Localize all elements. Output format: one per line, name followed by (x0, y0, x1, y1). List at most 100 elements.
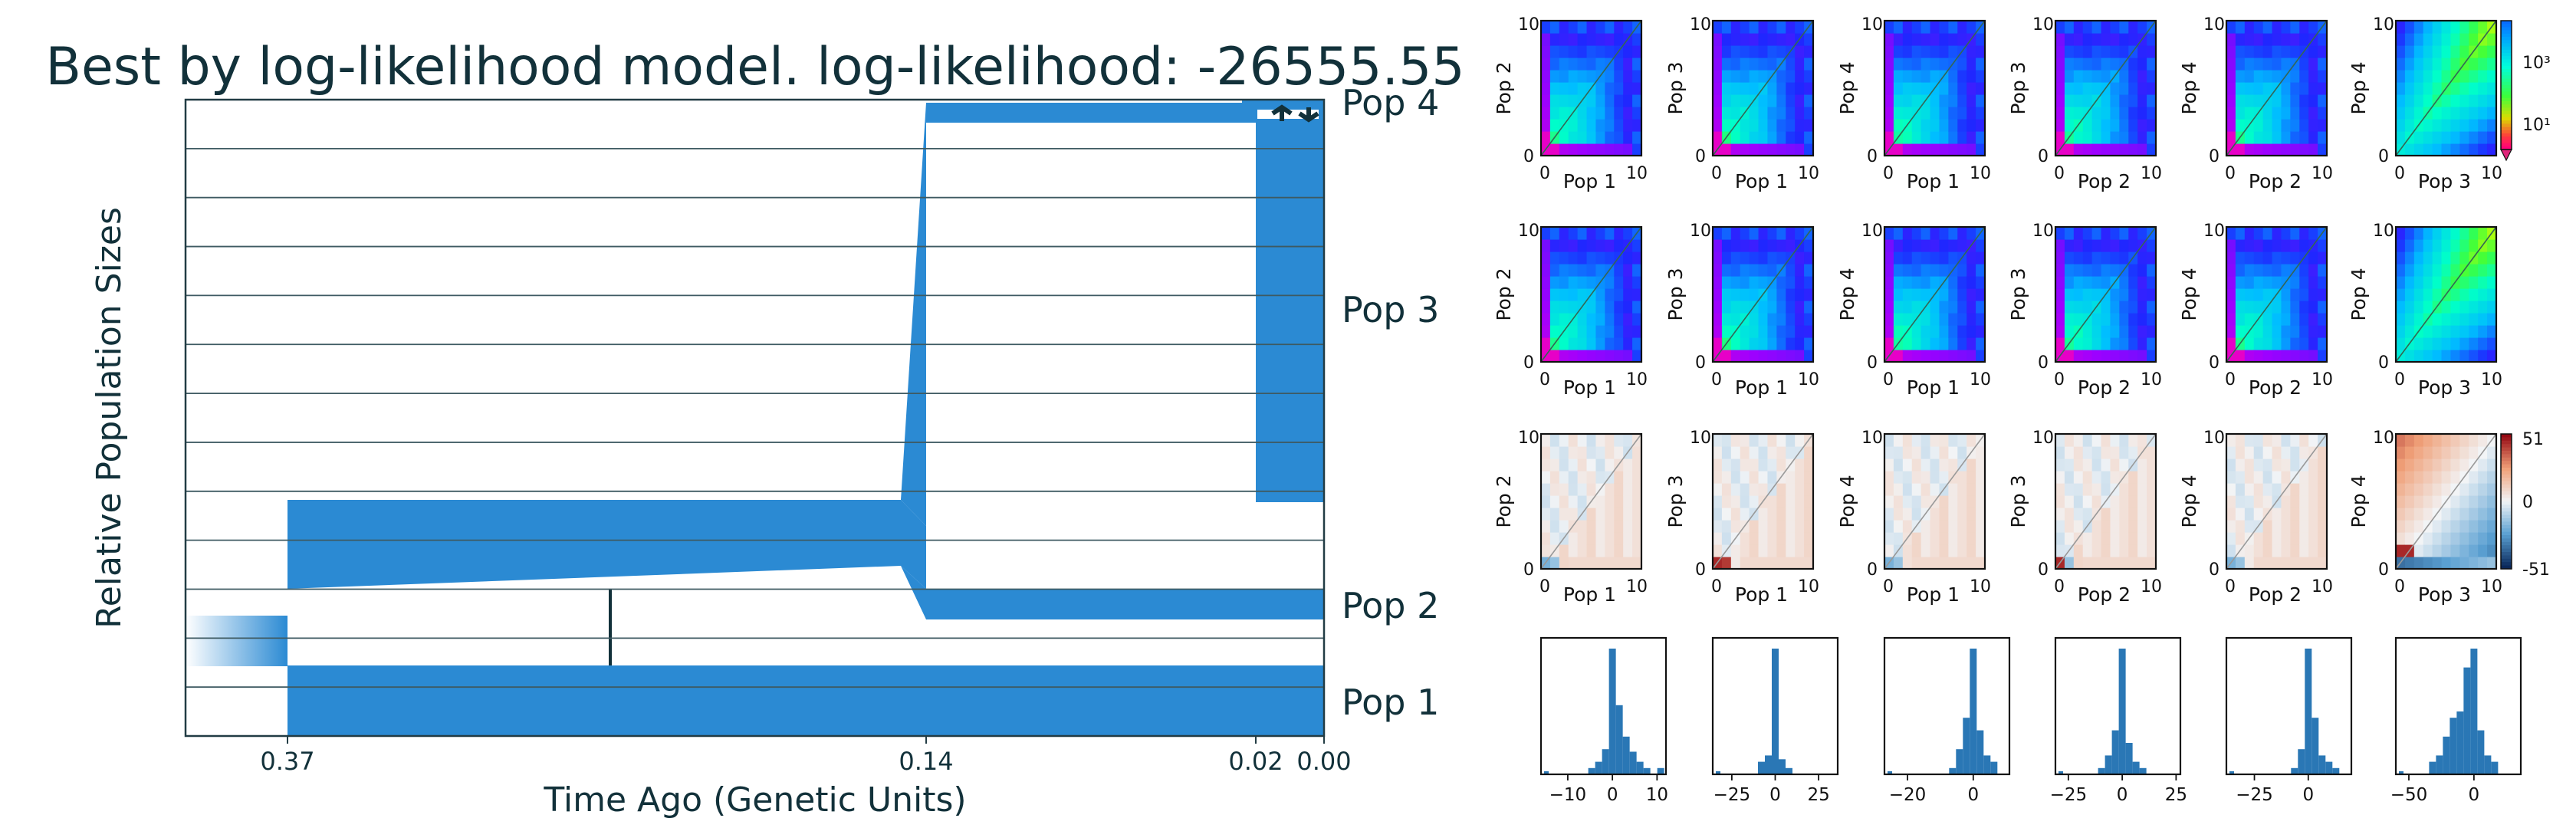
heatmap-cell (1730, 471, 1741, 484)
heatmap-cell (1795, 350, 1805, 363)
heatmap-cell (2244, 471, 2255, 484)
heatmap-cell (1605, 446, 1615, 459)
histogram-bar (1643, 767, 1651, 774)
heatmap-cell (1549, 520, 1560, 533)
heatmap-cell (2299, 495, 2309, 508)
histogram-bar (2132, 761, 2140, 774)
heatmap-cell (2432, 471, 2443, 484)
heatmap-cell (2318, 337, 2328, 350)
colorbar-cell (2501, 514, 2512, 519)
heatmap-cell (2137, 544, 2147, 557)
panel-frame (1539, 432, 1643, 570)
y-tick-label: 10 (1690, 222, 1711, 241)
heatmap-cell (1721, 446, 1732, 459)
heatmap-cell (2281, 119, 2291, 132)
heatmap-cell (1740, 58, 1750, 71)
panel-xlabel: Pop 1 (1907, 583, 1960, 606)
heatmap-cell (2308, 131, 2318, 144)
heatmap-cell (2147, 94, 2157, 107)
heatmap-cell (2082, 276, 2093, 289)
heatmap-cell (1577, 33, 1588, 46)
heatmap-cell (1577, 45, 1588, 58)
heatmap-cell (1614, 143, 1624, 156)
heatmap-cell (1939, 239, 1949, 252)
heatmap-cell (2413, 251, 2424, 264)
heatmap-cell (1605, 532, 1615, 545)
heatmap-cell (2119, 33, 2129, 46)
heatmap-cell (1549, 495, 1560, 508)
y-tick-label: 10 (2032, 222, 2054, 241)
heatmap-cell (2478, 58, 2488, 71)
heatmap-cell (1740, 434, 1750, 447)
heatmap-cell (1767, 337, 1777, 350)
heatmap-cell (2318, 239, 2328, 252)
heatmap-cell (1795, 251, 1805, 264)
heatmap-cell (2450, 94, 2460, 107)
histogram-bar (2484, 755, 2492, 774)
heatmap-cell (2055, 82, 2065, 95)
heatmap-cell (2404, 251, 2415, 264)
heatmap-cell (1605, 239, 1615, 252)
heatmap-cell (1930, 107, 1940, 120)
heatmap-cell (1893, 21, 1904, 34)
heatmap-cell (2064, 94, 2075, 107)
heatmap-cell (2137, 434, 2147, 447)
heatmap-cell (2128, 313, 2138, 326)
heatmap-cell (1595, 544, 1605, 557)
heatmap-cell (2396, 313, 2406, 326)
heatmap-cell (2441, 446, 2452, 459)
heatmap-cell (1740, 471, 1750, 484)
heatmap-cell (1786, 508, 1796, 521)
heatmap-cell (1957, 239, 1967, 252)
heatmap-cell (2487, 483, 2497, 496)
heatmap-cell (1541, 508, 1551, 521)
heatmap-cell (2226, 520, 2236, 533)
heatmap-cell (2244, 239, 2255, 252)
heatmap-cell (1568, 557, 1579, 570)
colorbar-tick-label: 10³ (2522, 54, 2551, 73)
heatmap-cell (2432, 544, 2443, 557)
heatmap-cell (1758, 276, 1769, 289)
heatmap-cell (1976, 33, 1986, 46)
heatmap-cell (2091, 33, 2102, 46)
heatmap-cell (2423, 33, 2433, 46)
y-tick-label: 10 (1690, 15, 1711, 34)
heatmap-cell (1767, 313, 1777, 326)
x-tick-label: 10 (2481, 577, 2502, 596)
y-tick-label: 10 (2373, 15, 2394, 34)
heatmap-cell (1541, 483, 1551, 496)
heatmap-cell (2441, 337, 2452, 350)
heatmap-cell (1721, 239, 1732, 252)
heatmap-cell (1721, 251, 1732, 264)
heatmap-cell (1549, 251, 1560, 264)
heatmap-cell (2226, 131, 2236, 144)
heatmap-cell (2272, 544, 2282, 557)
heatmap-cell (1632, 495, 1642, 508)
heatmap-cell (2244, 313, 2255, 326)
heatmap-cell (2119, 495, 2129, 508)
heatmap-cell (2253, 227, 2264, 240)
heatmap-cell (1632, 483, 1642, 496)
heatmap-cell (1804, 495, 1814, 508)
heatmap-cell (1730, 276, 1741, 289)
heatmap-cell (1595, 264, 1605, 277)
heatmap-cell (1976, 58, 1986, 71)
heatmap-cell (1632, 131, 1642, 144)
heatmap-cell (2073, 33, 2084, 46)
heatmap-cell (2073, 21, 2084, 34)
heatmap-cell (2055, 239, 2065, 252)
heatmap-cell (1767, 301, 1777, 314)
heatmap-cell (1559, 446, 1569, 459)
heatmap-cell (1577, 520, 1588, 533)
heatmap-cell (2128, 557, 2138, 570)
heatmap-cell (1767, 143, 1777, 156)
heatmap-cell (2487, 520, 2497, 533)
heatmap-cell (1586, 337, 1597, 350)
heatmap-cell (2396, 325, 2406, 338)
heatmap-cell (2253, 483, 2264, 496)
heatmap-cell (2441, 313, 2452, 326)
heatmap-cell (1758, 544, 1769, 557)
x-tick-label: 0 (1539, 577, 1550, 596)
heatmap-cell (2450, 33, 2460, 46)
